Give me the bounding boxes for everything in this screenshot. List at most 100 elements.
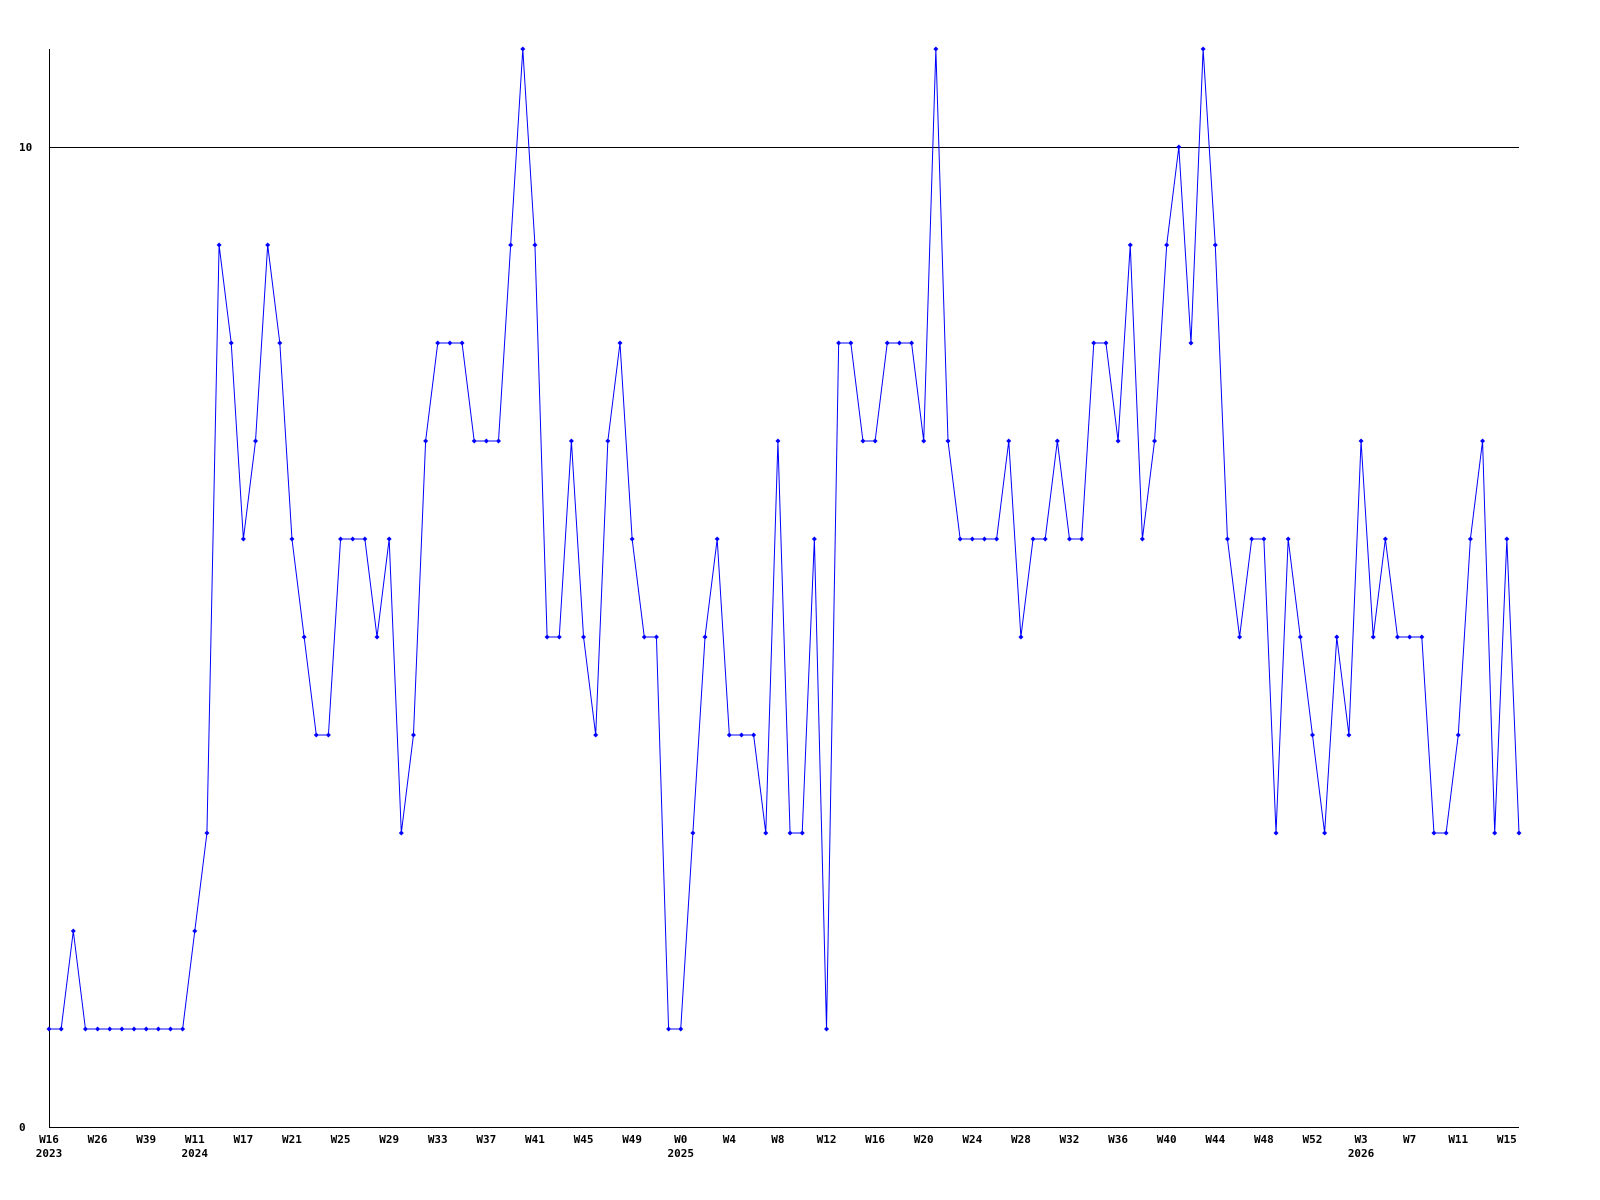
data-point xyxy=(909,340,915,346)
data-point xyxy=(824,1026,830,1032)
data-point xyxy=(143,1026,149,1032)
data-point xyxy=(1006,438,1012,444)
data-point xyxy=(1018,634,1024,640)
data-point xyxy=(1492,830,1498,836)
data-point xyxy=(325,732,331,738)
data-point xyxy=(1480,438,1486,444)
data-point xyxy=(1467,536,1473,542)
x-tick-label: W11 xyxy=(1448,1133,1468,1146)
data-point xyxy=(945,438,951,444)
data-point xyxy=(1127,242,1133,248)
data-point xyxy=(1504,536,1510,542)
data-point xyxy=(1273,830,1279,836)
x-tick-label: W16 2023 xyxy=(36,1133,63,1160)
data-point xyxy=(107,1026,113,1032)
data-point xyxy=(180,1026,186,1032)
data-point xyxy=(410,732,416,738)
data-point xyxy=(313,732,319,738)
data-point xyxy=(1224,536,1230,542)
data-point xyxy=(228,340,234,346)
data-point xyxy=(459,340,465,346)
data-point xyxy=(568,438,574,444)
data-point xyxy=(969,536,975,542)
x-tick-label: W26 xyxy=(88,1133,108,1146)
data-point xyxy=(678,1026,684,1032)
data-point xyxy=(131,1026,137,1032)
x-tick-label: W40 xyxy=(1157,1133,1177,1146)
data-point xyxy=(690,830,696,836)
data-point xyxy=(1261,536,1267,542)
data-point xyxy=(605,438,611,444)
x-tick-label: W25 xyxy=(331,1133,351,1146)
data-point xyxy=(1322,830,1328,836)
x-tick-label: W21 xyxy=(282,1133,302,1146)
data-point xyxy=(1346,732,1352,738)
data-point xyxy=(1516,830,1522,836)
x-tick-label: W41 xyxy=(525,1133,545,1146)
data-point xyxy=(240,536,246,542)
data-point xyxy=(702,634,708,640)
data-point xyxy=(714,536,720,542)
data-point xyxy=(799,830,805,836)
x-tick-label: W11 2024 xyxy=(182,1133,209,1160)
data-point xyxy=(1249,536,1255,542)
x-tick-label: W8 xyxy=(771,1133,784,1146)
data-point xyxy=(653,634,659,640)
data-point xyxy=(1030,536,1036,542)
data-point xyxy=(398,830,404,836)
data-point xyxy=(848,340,854,346)
data-point xyxy=(933,46,939,52)
x-tick-label: W16 xyxy=(865,1133,885,1146)
x-tick-label: W36 xyxy=(1108,1133,1128,1146)
data-point xyxy=(301,634,307,640)
data-point xyxy=(1395,634,1401,640)
data-point xyxy=(167,1026,173,1032)
x-tick-label: W48 xyxy=(1254,1133,1274,1146)
data-point xyxy=(350,536,356,542)
data-point xyxy=(1176,144,1182,150)
data-point xyxy=(46,1026,52,1032)
data-point xyxy=(253,438,259,444)
x-tick-label: W20 xyxy=(914,1133,934,1146)
data-point xyxy=(787,830,793,836)
data-point xyxy=(884,340,890,346)
data-point xyxy=(58,1026,64,1032)
x-tick-label: W52 xyxy=(1303,1133,1323,1146)
data-point xyxy=(508,242,514,248)
data-point xyxy=(957,536,963,542)
data-point xyxy=(1419,634,1425,640)
data-point xyxy=(1200,46,1206,52)
data-point xyxy=(1054,438,1060,444)
data-point xyxy=(471,438,477,444)
data-point xyxy=(763,830,769,836)
x-tick-label: W45 xyxy=(574,1133,594,1146)
data-point xyxy=(1237,634,1243,640)
data-point xyxy=(374,634,380,640)
data-point xyxy=(1334,634,1340,640)
data-point xyxy=(1443,830,1449,836)
data-point xyxy=(95,1026,101,1032)
data-point xyxy=(738,732,744,738)
x-tick-label: W4 xyxy=(723,1133,737,1146)
data-point xyxy=(82,1026,88,1032)
x-tick-label: W49 xyxy=(622,1133,642,1146)
data-point xyxy=(860,438,866,444)
x-tick-label: W28 xyxy=(1011,1133,1031,1146)
data-point xyxy=(726,732,732,738)
data-point xyxy=(119,1026,125,1032)
data-point xyxy=(216,242,222,248)
x-tick-label: W0 2025 xyxy=(667,1133,694,1160)
data-point xyxy=(362,536,368,542)
data-point xyxy=(423,438,429,444)
data-point xyxy=(1139,536,1145,542)
data-point xyxy=(265,242,271,248)
data-point xyxy=(1079,536,1085,542)
data-point xyxy=(1455,732,1461,738)
data-point xyxy=(435,340,441,346)
data-point xyxy=(1297,634,1303,640)
data-point xyxy=(1115,438,1121,444)
x-tick-label: W3 2026 xyxy=(1348,1133,1375,1160)
data-point xyxy=(981,536,987,542)
x-tick-label: W29 xyxy=(379,1133,399,1146)
